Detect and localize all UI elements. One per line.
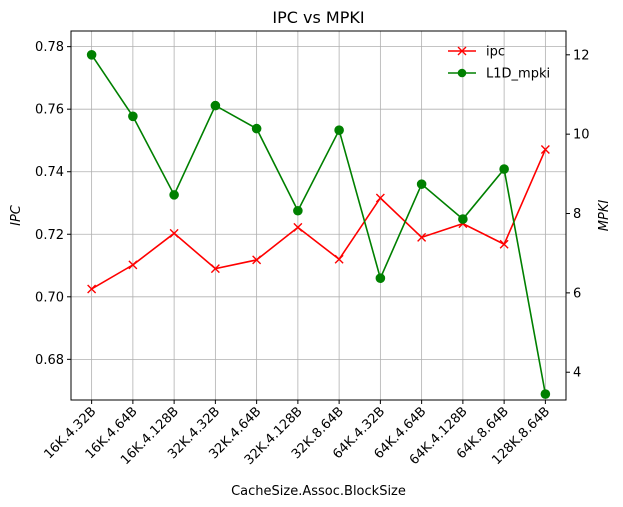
axes-layer	[70, 30, 567, 401]
data-point-L1D_mpki	[334, 125, 344, 135]
data-point-L1D_mpki	[540, 389, 551, 399]
y-axis-left-label: IPC	[9, 204, 24, 226]
data-point-L1D_mpki	[458, 214, 468, 224]
series-layer	[86, 50, 551, 399]
y-right-tick-label: 6	[573, 286, 581, 301]
data-point-ipc	[540, 145, 550, 155]
data-point-L1D_mpki	[416, 179, 427, 189]
data-point-ipc	[375, 193, 385, 203]
data-point-L1D_mpki	[86, 50, 97, 60]
data-point-L1D_mpki	[251, 123, 262, 134]
y-left-tick-label: 0.68	[35, 353, 64, 368]
data-point-ipc	[128, 260, 138, 270]
data-point-ipc	[210, 264, 220, 274]
legend-label-L1D_mpki: L1D_mpki	[486, 67, 550, 82]
data-point-L1D_mpki	[128, 111, 138, 122]
y-right-tick-label: 8	[573, 207, 581, 222]
y-right-tick-label: 4	[573, 366, 581, 381]
data-point-ipc	[87, 284, 97, 294]
y-left-tick-label: 0.74	[35, 165, 64, 180]
data-point-ipc	[293, 222, 303, 232]
data-point-ipc	[169, 228, 179, 238]
series-line-ipc	[91, 149, 547, 290]
data-point-L1D_mpki	[210, 100, 221, 111]
data-point-ipc	[252, 255, 262, 265]
legend-marker-L1D_mpki	[457, 68, 467, 78]
y-left-tick-label: 0.78	[35, 40, 64, 55]
y-right-tick-label: 12	[573, 48, 590, 63]
x-axis-label: CacheSize.Assoc.BlockSize	[231, 484, 406, 499]
y-left-tick-label: 0.70	[35, 290, 64, 305]
data-point-ipc	[499, 239, 509, 249]
y-right-tick-label: 10	[573, 128, 590, 143]
data-point-ipc	[417, 232, 427, 242]
series-line-L1D_mpki	[90, 54, 547, 395]
legend-marker-ipc	[457, 46, 467, 56]
y-left-tick-label: 0.76	[35, 103, 64, 118]
data-point-L1D_mpki	[169, 190, 179, 200]
legend: ipc L1D_mpki	[448, 45, 550, 82]
plot-frame	[70, 30, 567, 401]
data-point-L1D_mpki	[375, 273, 386, 283]
data-point-L1D_mpki	[499, 164, 509, 174]
data-point-L1D_mpki	[293, 205, 303, 216]
data-point-ipc	[334, 254, 344, 264]
chart-title: IPC vs MPKI	[272, 8, 364, 27]
y-axis-right-label: MPKI	[597, 200, 612, 232]
y-left-tick-label: 0.72	[35, 228, 64, 243]
legend-label-ipc: ipc	[486, 45, 505, 60]
